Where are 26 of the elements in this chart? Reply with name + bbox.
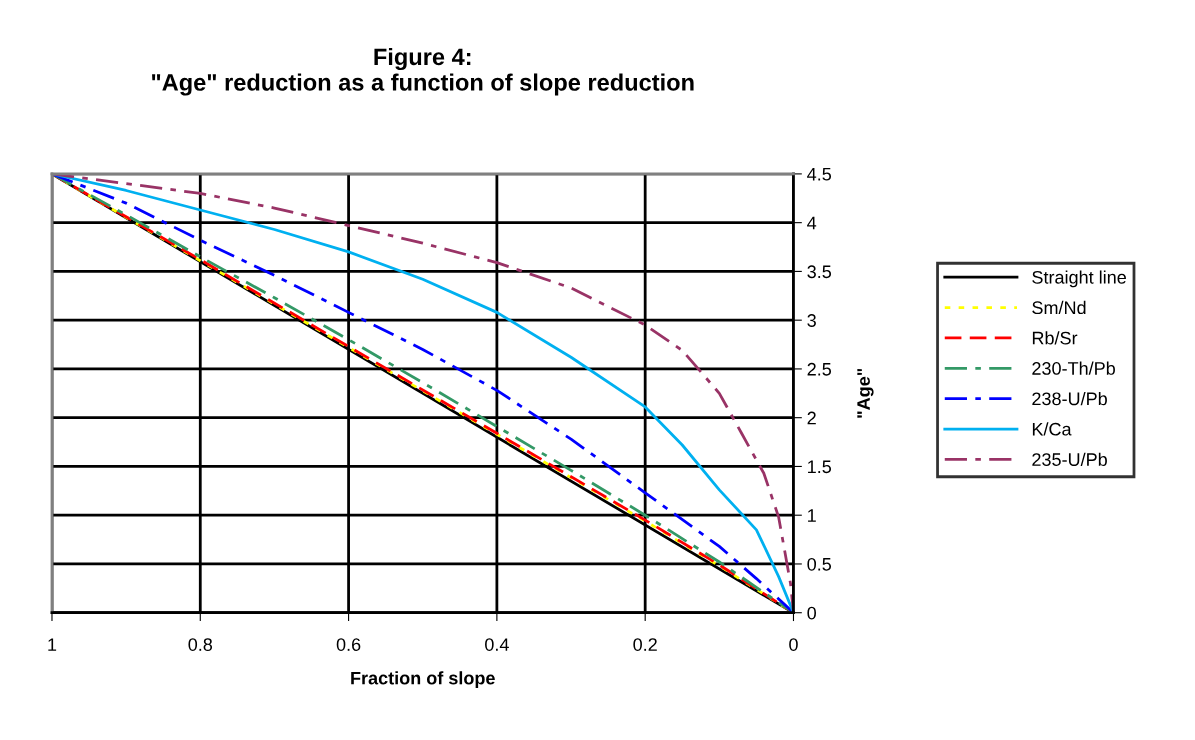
y-tick-label: 1 xyxy=(808,509,816,522)
legend-label: K/Ca xyxy=(1032,422,1072,436)
legend-label: 235-U/Pb xyxy=(1032,452,1107,466)
y-tick-label: 0 xyxy=(807,606,817,620)
x-tick-label: 0.6 xyxy=(336,638,361,651)
x-tick-label: 0.4 xyxy=(485,638,509,651)
x-tick-label: 0.8 xyxy=(188,638,213,651)
legend-label: 238-U/Pb xyxy=(1032,391,1107,406)
y-tick-label: 4 xyxy=(807,216,817,230)
y-tick-label: 2.5 xyxy=(807,362,832,376)
chart-title: Figure 4: "Age" reduction as a function of slope reduction xyxy=(152,47,694,96)
legend-label: Sm/Nd xyxy=(1032,300,1086,315)
y-axis-title: "Age" xyxy=(857,368,874,418)
x-tick-label: 1 xyxy=(48,638,57,651)
x-axis-title: Fraction of slope xyxy=(351,671,495,689)
y-tick-label: 3 xyxy=(807,314,816,327)
x-tick-label: 0 xyxy=(789,638,798,651)
x-tick-label: 0.2 xyxy=(633,638,657,651)
y-tick-label: 0.5 xyxy=(807,557,832,571)
y-tick-label: 4.5 xyxy=(807,168,832,181)
legend-label: Straight line xyxy=(1032,270,1126,288)
y-tick-label: 3.5 xyxy=(807,265,832,279)
legend-label: Rb/Sr xyxy=(1032,331,1078,345)
y-tick-label: 2 xyxy=(807,411,816,425)
legend-label: 230-Th/Pb xyxy=(1032,361,1115,375)
y-tick-label: 1.5 xyxy=(808,460,832,474)
